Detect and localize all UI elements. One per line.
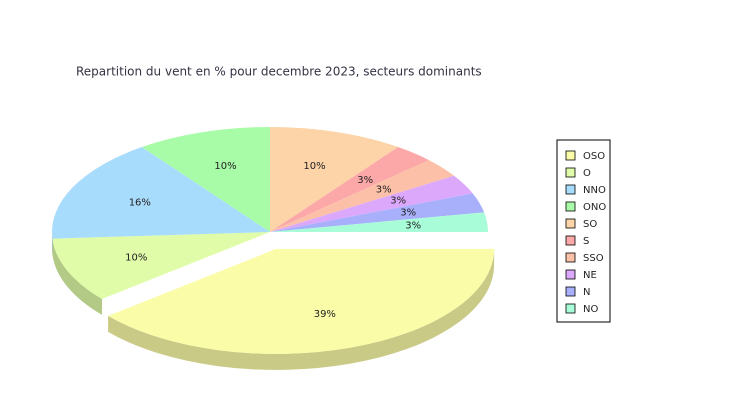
value-label: 3%	[357, 175, 373, 186]
value-label: 10%	[303, 161, 325, 172]
legend-label: SSO	[583, 253, 604, 264]
legend-swatch	[566, 219, 575, 228]
legend-label: S	[583, 236, 589, 247]
value-label: 3%	[376, 185, 392, 196]
legend-swatch	[566, 168, 575, 177]
legend-swatch	[566, 236, 575, 245]
pie-tops	[52, 127, 494, 354]
value-label: 3%	[400, 208, 416, 219]
legend-swatch	[566, 253, 575, 262]
value-label: 3%	[405, 220, 421, 231]
legend-swatch	[566, 202, 575, 211]
legend-swatch	[566, 304, 575, 313]
legend-label: NNO	[583, 185, 606, 196]
legend-swatch	[566, 151, 575, 160]
legend-swatch	[566, 287, 575, 296]
value-label: 10%	[125, 253, 147, 264]
legend-swatch	[566, 185, 575, 194]
legend-label: SO	[583, 219, 597, 230]
value-label: 10%	[214, 161, 236, 172]
legend-label: ONO	[583, 202, 606, 213]
legend-label: O	[583, 168, 591, 179]
legend-swatch	[566, 270, 575, 279]
value-label: 16%	[129, 197, 151, 208]
value-label: 39%	[314, 309, 336, 320]
legend-label: N	[583, 287, 590, 298]
legend-label: NO	[583, 304, 598, 315]
legend-label: OSO	[583, 151, 605, 162]
value-label: 3%	[390, 196, 406, 207]
legend-label: NE	[583, 270, 597, 281]
chart-title: Repartition du vent en % pour decembre 2…	[76, 65, 482, 79]
